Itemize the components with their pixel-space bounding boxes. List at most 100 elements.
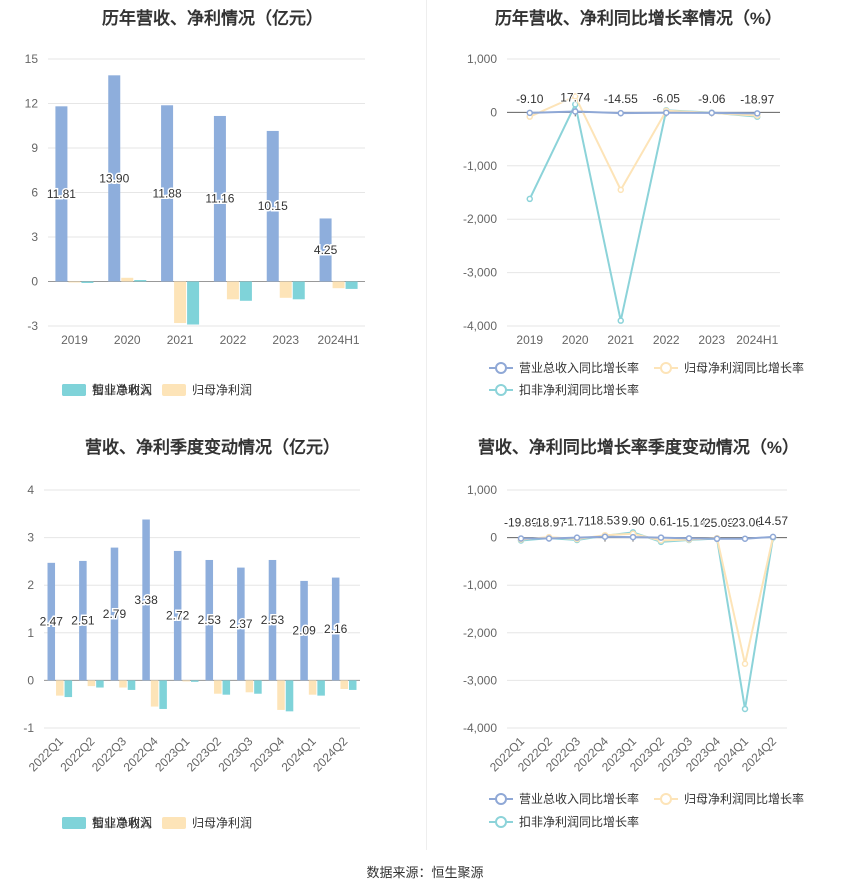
bar xyxy=(292,281,305,300)
series-line xyxy=(520,535,774,540)
bar xyxy=(174,281,187,324)
x-tick-label: 2020 xyxy=(114,333,141,347)
x-tick-label: 2023 xyxy=(698,333,725,347)
y-tick-label: 0 xyxy=(490,105,497,119)
data-label: 9.90 xyxy=(621,514,645,528)
data-point xyxy=(617,186,624,194)
quarterly-revenue-profit-panel: 营收、净利季度变动情况（亿元） -1 0 1 2 3 4 2022Q1 2.47 2022Q2 2… xyxy=(0,425,425,850)
y-tick-label: 6 xyxy=(31,186,38,200)
legend-label: 扣非净利润同比增长率 xyxy=(519,382,639,397)
data-label: 14.57 xyxy=(758,514,788,528)
data-label: 18.53 xyxy=(590,514,620,528)
legend-label: 营业总收入同比增长率 xyxy=(519,360,639,375)
legend-label: 归母净利润 xyxy=(192,383,252,397)
data-label: 13.90 xyxy=(99,171,129,185)
data-point xyxy=(741,535,749,542)
x-tick-label: 2024Q2 xyxy=(310,734,350,774)
bar xyxy=(254,680,262,694)
chart-title: 营收、净利同比增长率季度变动情况（%） xyxy=(477,438,800,457)
annual-revenue-profit-panel: 历年营收、净利情况（亿元） -3 0 3 6 9 12 15 2019 11.81 2020 13.… xyxy=(0,0,425,420)
bar xyxy=(332,281,345,289)
bar xyxy=(108,75,121,282)
y-tick-label: 12 xyxy=(25,97,39,111)
legend-label: 营业总收入同比增长率 xyxy=(519,791,639,806)
legend-label: 归母净利润同比增长率 xyxy=(684,360,804,375)
data-point xyxy=(713,535,721,543)
x-tick-label: 2021 xyxy=(167,333,194,347)
data-point xyxy=(617,109,624,117)
bar xyxy=(285,680,294,712)
data-label: -6.05 xyxy=(653,92,681,106)
bar xyxy=(182,680,190,682)
x-tick-label: 2022 xyxy=(220,333,247,347)
y-tick-label: -1,000 xyxy=(463,159,497,173)
data-label: -19.80 xyxy=(504,516,538,530)
bar xyxy=(317,680,325,696)
y-tick-label: 15 xyxy=(25,52,39,66)
legend-marker xyxy=(162,817,186,829)
data-label: 2.53 xyxy=(198,613,222,627)
data-label: 3.38 xyxy=(134,593,158,607)
bar xyxy=(237,567,245,681)
data-label: -9.10 xyxy=(516,92,544,106)
bar xyxy=(79,560,87,681)
x-tick-label: 2019 xyxy=(516,333,543,347)
series-line xyxy=(529,95,758,192)
data-label: -18.97 xyxy=(740,92,774,106)
bar xyxy=(245,680,254,693)
bar xyxy=(226,281,239,300)
legend-marker xyxy=(495,362,507,374)
data-label: 2.16 xyxy=(324,622,348,636)
y-tick-label: 1 xyxy=(27,626,34,640)
bar xyxy=(142,519,150,681)
data-label: 2.51 xyxy=(71,614,95,628)
legend-marker xyxy=(62,384,86,396)
bar xyxy=(150,680,159,707)
legend-label: 归母净利润 xyxy=(192,816,252,830)
data-label: 10.15 xyxy=(258,199,288,213)
quarterly-growth-panel: 营收、净利同比增长率季度变动情况（%） -4,000 -3,000 -2,000 -1… xyxy=(427,425,850,850)
legend-marker xyxy=(660,362,672,374)
bar xyxy=(110,547,119,681)
data-point xyxy=(754,110,761,117)
data-label: 0.61 xyxy=(649,515,673,529)
y-tick-label: 0 xyxy=(31,275,38,289)
data-label: 2.53 xyxy=(261,613,285,627)
data-label: -23.06 xyxy=(728,516,762,530)
bar xyxy=(214,680,222,694)
y-tick-label: 1,000 xyxy=(467,52,497,66)
data-label: -18.97 xyxy=(532,516,566,530)
panel-divider xyxy=(426,0,427,850)
data-label: -9.06 xyxy=(698,92,726,106)
x-tick-label: 2024H1 xyxy=(318,333,360,347)
annual-growth-chart: -4,000 -3,000 -2,000 -1,000 0 1,000 2019 2020 20… xyxy=(463,52,804,397)
data-label: -15.14 xyxy=(672,515,706,529)
y-tick-label: 9 xyxy=(31,141,38,155)
y-tick-label: 2 xyxy=(27,578,34,592)
bar xyxy=(121,277,134,282)
data-label: -1.71 xyxy=(563,515,591,529)
y-tick-label: 3 xyxy=(31,230,38,244)
bar xyxy=(222,680,231,695)
bar xyxy=(87,680,96,687)
data-point xyxy=(545,535,553,542)
bar xyxy=(159,680,167,709)
bar xyxy=(268,559,277,681)
annual-growth-panel: 历年营收、净利同比增长率情况（%） -4,000 -3,000 -2,000 -1,0… xyxy=(427,0,850,420)
x-tick-label: 2019 xyxy=(61,333,88,347)
data-point xyxy=(629,533,637,541)
data-point xyxy=(657,534,665,541)
bar xyxy=(345,281,358,289)
bar xyxy=(96,680,104,688)
bar xyxy=(81,281,94,283)
data-label: 4.25 xyxy=(314,243,338,257)
data-source-footer: 数据来源：恒生聚源 xyxy=(366,865,484,880)
data-point xyxy=(741,660,749,667)
data-label: -25.08 xyxy=(700,516,734,530)
legend-label: 扣非净利润 xyxy=(92,383,152,397)
y-tick-label: 0 xyxy=(490,531,497,545)
data-label: 11.16 xyxy=(205,192,234,206)
data-point xyxy=(572,101,579,108)
quarterly-growth-chart: -4,000-3,000-2,000-1,00001,0002022Q12022… xyxy=(463,483,804,829)
x-tick-label: 2020 xyxy=(562,333,589,347)
